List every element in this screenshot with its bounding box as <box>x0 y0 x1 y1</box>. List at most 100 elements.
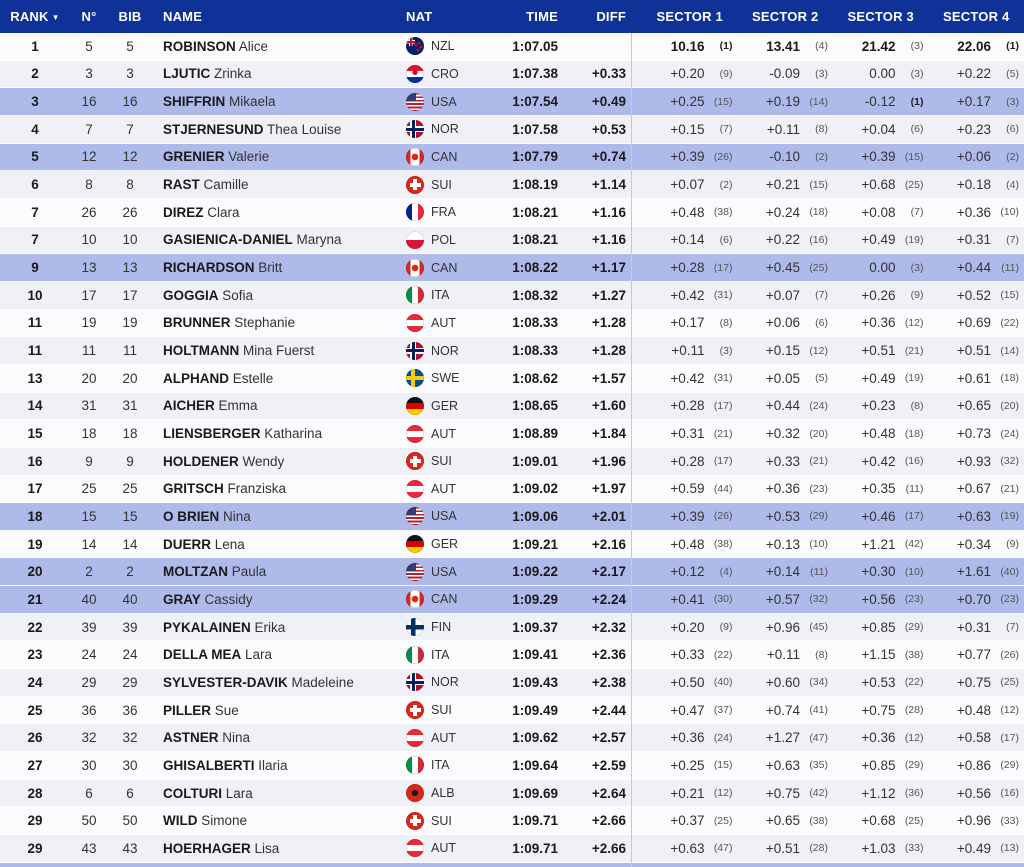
column-header-sector-4[interactable]: SECTOR 4 <box>929 9 1024 24</box>
table-row[interactable]: 17 25 25 GRITSCH Franziska AUT 1:09.02 +1.97 +0… <box>0 475 1024 504</box>
athlete-firstname: Alice <box>238 38 269 54</box>
column-header-time[interactable]: TIME <box>478 9 558 24</box>
athlete-surname: PYKALAINEN <box>163 619 251 635</box>
column-header-nat-label: NAT <box>406 9 433 24</box>
column-header-start-number[interactable]: N° <box>70 9 108 24</box>
sector-rank: (2) <box>719 178 733 191</box>
table-row[interactable]: 19 14 14 DUERR Lena GER 1:09.21 +2.16 +0.48 (38)… <box>0 530 1024 559</box>
nation-code: NZL <box>431 39 455 54</box>
table-row[interactable]: 23 24 24 DELLA MEA Lara ITA 1:09.41 +2.36 +0.33… <box>0 641 1024 670</box>
table-row[interactable]: 22 39 39 PYKALAINEN Erika FIN 1:09.37 +2.32 +0.… <box>0 613 1024 642</box>
start-number-cell: 9 <box>85 453 93 469</box>
table-row[interactable]: 2 3 3 LJUTIC Zrinka CRO 1:07.38 +0.33 +0.20 (9) -… <box>0 60 1024 89</box>
table-row[interactable]: 20 2 2 MOLTZAN Paula USA 1:09.22 +2.17 +0.12 (4)… <box>0 558 1024 587</box>
rank-cell: 18 <box>27 508 43 524</box>
athlete-firstname: Maryna <box>296 232 342 248</box>
diff-cell: +0.49 <box>591 94 626 110</box>
sector-rank: (22) <box>1000 316 1019 329</box>
table-row[interactable]: 1 5 5 ROBINSON Alice NZL 1:07.05 10.16 (1) 13.41… <box>0 33 1024 61</box>
table-row[interactable]: 27 30 30 GHISALBERTI Ilaria ITA 1:09.64 +2.59 +… <box>0 752 1024 780</box>
sector-rank: (12) <box>1000 704 1019 717</box>
sector-time: +0.17 <box>670 315 705 331</box>
table-row[interactable]: 28 6 6 COLTURI Lara ALB 1:09.69 +2.64 +0.21 (12)… <box>0 779 1024 808</box>
column-header-sector-2[interactable]: SECTOR 2 <box>738 9 834 24</box>
sector-4-cell: +0.93 (32) <box>929 454 1024 469</box>
name-cell: GRITSCH Franziska <box>152 481 400 496</box>
athlete-surname: GASIENICA-DANIEL <box>163 232 293 248</box>
sector-rank: (31) <box>713 289 733 302</box>
table-row[interactable]: 13 20 20 ALPHAND Estelle SWE 1:08.62 +1.57 +0.4… <box>0 364 1024 393</box>
sector-2-cell: +0.57 (32) <box>738 592 834 607</box>
table-row[interactable]: 7 10 10 GASIENICA-DANIEL Maryna POL 1:08.21 +1… <box>0 226 1024 255</box>
table-row[interactable]: 11 11 11 HOLTMANN Mina Fuerst NOR 1:08.33 +1.2… <box>0 337 1024 365</box>
sector-time: +1.21 <box>861 536 896 552</box>
nation-code: USA <box>431 564 457 579</box>
sector-time: +0.13 <box>765 536 800 552</box>
sector-rank: (1) <box>1006 40 1019 53</box>
table-row[interactable]: 24 29 29 SYLVESTER-DAVIK Madeleine NOR 1:09.4… <box>0 669 1024 697</box>
table-row[interactable]: 11 19 19 BRUNNER Stephanie AUT 1:08.33 +1.28 +0… <box>0 309 1024 338</box>
table-row[interactable]: 5 12 12 GRENIER Valerie CAN 1:07.79 +0.74 +0.39… <box>0 143 1024 172</box>
sector-time: 0.00 <box>869 260 896 276</box>
sector-time: +0.42 <box>670 287 705 303</box>
table-row[interactable]: 18 15 15 O BRIEN Nina USA 1:09.06 +2.01 +0.39 (2… <box>0 503 1024 531</box>
sector-2-cell: +0.15 (12) <box>738 343 834 358</box>
name-cell: ASTNER Nina <box>152 730 400 745</box>
table-row[interactable]: 9 13 13 RICHARDSON Britt CAN 1:08.22 +1.17 +0.2… <box>0 254 1024 282</box>
table-row[interactable]: 25 36 36 PILLER Sue SUI 1:09.49 +2.44 +0.47 (37)… <box>0 696 1024 725</box>
table-row[interactable]: 29 50 50 WILD Simone SUI 1:09.71 +2.66 +0.37 (25… <box>0 807 1024 836</box>
sector-1-cell: +0.63 (47) <box>642 841 738 856</box>
column-header-name[interactable]: NAME <box>152 9 400 24</box>
time-cell: 1:09.02 <box>512 481 558 497</box>
column-header-nat[interactable]: NAT <box>400 9 478 24</box>
start-number-cell: 10 <box>81 232 97 248</box>
sector-rank: (12) <box>713 787 733 800</box>
column-header-bib[interactable]: BIB <box>108 9 152 24</box>
nat-cell: NZL <box>400 37 478 56</box>
nat-cell: ITA <box>400 756 478 775</box>
table-row[interactable]: 15 18 18 LIENSBERGER Katharina AUT 1:08.89 +1.… <box>0 420 1024 448</box>
sector-time: +0.39 <box>670 508 705 524</box>
athlete-firstname: Emma <box>218 398 258 414</box>
table-row[interactable]: 26 32 32 ASTNER Nina AUT 1:09.62 +2.57 +0.36 (24… <box>0 724 1024 753</box>
sector-time: +0.77 <box>956 647 991 663</box>
column-header-diff-label: DIFF <box>596 9 626 24</box>
name-cell: LJUTIC Zrinka <box>152 66 400 81</box>
sector-time: +0.49 <box>956 840 991 856</box>
sector-time: +0.31 <box>670 426 705 442</box>
sector-1-cell: +0.20 (9) <box>642 66 738 81</box>
bib-cell: 9 <box>126 453 134 469</box>
table-row[interactable]: 14 31 31 AICHER Emma GER 1:08.65 +1.60 +0.28 (17… <box>0 392 1024 421</box>
sector-4-cell: +0.61 (18) <box>929 371 1024 386</box>
athlete-firstname: Mikaela <box>229 94 276 110</box>
column-header-diff[interactable]: DIFF <box>558 9 628 24</box>
sector-time: +0.56 <box>956 785 991 801</box>
table-row[interactable]: 4 7 7 STJERNESUND Thea Louise NOR 1:07.58 +0.5… <box>0 115 1024 144</box>
table-row[interactable]: 21 40 40 GRAY Cassidy CAN 1:09.29 +2.24 +0.41 (3… <box>0 586 1024 614</box>
sector-cells: +0.07 (2) +0.21 (15) +0.68 (25) +0.18 (4) <box>628 177 1024 192</box>
table-row[interactable]: 16 9 9 HOLDENER Wendy SUI 1:09.01 +1.96 +0.28 (1… <box>0 447 1024 476</box>
sector-rank: (29) <box>809 510 828 523</box>
sector-2-cell: +0.32 (20) <box>738 426 834 441</box>
flag-icon-ita <box>406 645 424 664</box>
sector-rank: (23) <box>904 593 924 606</box>
name-cell: SYLVESTER-DAVIK Madeleine <box>152 675 400 690</box>
column-header-rank[interactable]: RANK ▼ <box>0 9 70 24</box>
sector-rank: (40) <box>1000 565 1019 578</box>
table-row[interactable]: 29 43 43 HOERHAGER Lisa AUT 1:09.71 +2.66 +0.63… <box>0 835 1024 863</box>
sector-time: +0.28 <box>670 260 705 276</box>
sector-1-cell: +0.50 (40) <box>642 675 738 690</box>
table-row[interactable]: 3 16 16 SHIFFRIN Mikaela USA 1:07.54 +0.49 +0.2… <box>0 88 1024 116</box>
sector-4-cell: +0.63 (19) <box>929 509 1024 524</box>
athlete-firstname: Paula <box>231 564 267 580</box>
column-header-sector-3[interactable]: SECTOR 3 <box>833 9 929 24</box>
table-row[interactable]: 10 17 17 GOGGIA Sofia ITA 1:08.32 +1.27 +0.42 (3… <box>0 281 1024 310</box>
flag-icon-can <box>406 590 424 609</box>
column-header-sector-1[interactable]: SECTOR 1 <box>642 9 738 24</box>
table-row[interactable]: 7 26 26 DIREZ Clara FRA 1:08.21 +1.16 +0.48 (38)… <box>0 198 1024 227</box>
sector-time: +0.45 <box>765 260 800 276</box>
athlete-surname: ASTNER <box>163 730 219 746</box>
sector-rank: (15) <box>713 95 733 108</box>
sector-3-cell: +0.30 (10) <box>833 564 929 579</box>
table-row[interactable]: 6 8 8 RAST Camille SUI 1:08.19 +1.14 +0.07 (2) +0… <box>0 171 1024 199</box>
